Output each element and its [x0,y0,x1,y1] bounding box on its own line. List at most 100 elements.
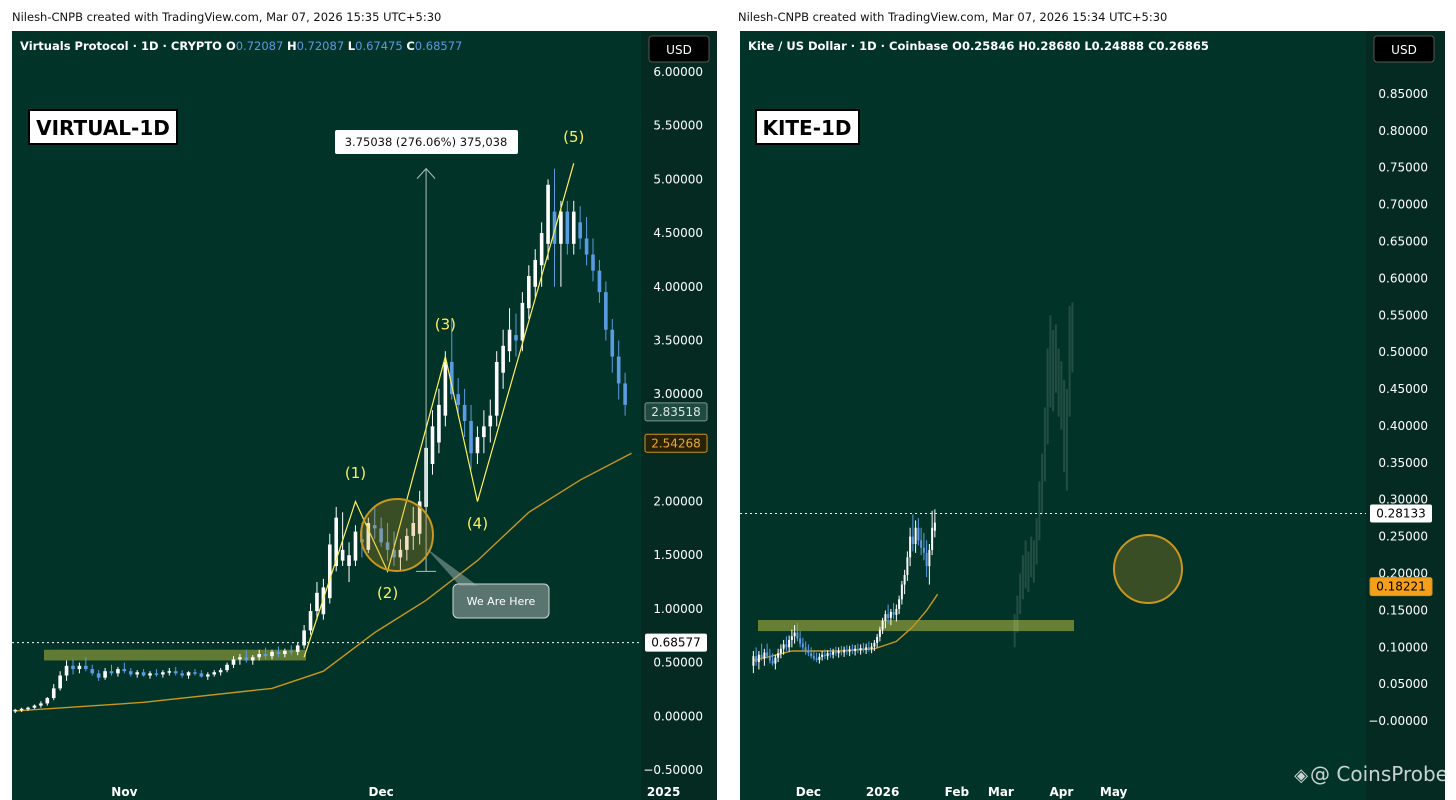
candle-up [231,659,236,665]
y-tick-label: 0.15000 [1378,603,1428,617]
ohlc-key-c: C [406,39,414,53]
candle-down [141,672,146,676]
y-tick-label: 1.00000 [653,602,703,616]
price-tag-label: 0.68577 [651,636,701,650]
candle-up [843,650,846,653]
measure-label: 3.75038 (276.06%) 375,038 [345,135,508,149]
candle-up [19,708,24,711]
candle-up [186,672,191,676]
candle-up [257,654,261,658]
candle-up [895,608,898,615]
candle-up [763,652,766,659]
candle-down [829,653,832,655]
candle-up [898,599,901,609]
support-zone [44,649,306,661]
candle-up [494,361,499,416]
candle-up [321,587,326,615]
y-tick-label: 1.50000 [653,548,703,562]
highlight-circle [360,498,434,572]
y-tick-label: 0.35000 [1378,456,1428,470]
candle-down [173,671,178,674]
candle-up [411,523,416,536]
candle-down [128,671,133,675]
ohlc-value-l: 0.67475 [355,39,406,53]
candle-down [372,525,377,529]
candle-up [854,648,857,652]
y-tick-label: 2.00000 [653,495,703,509]
candle-up [225,664,229,671]
candle-down [604,292,608,330]
candle-up [507,329,512,352]
candle-down [856,648,859,651]
y-tick-label: 0.50000 [653,656,703,670]
candle-down [845,650,848,652]
candle-up [405,535,409,550]
candle-up [443,361,448,416]
currency-label: USD [666,43,692,57]
candle-up [327,544,332,599]
candle-up [64,665,69,676]
plot-area [740,31,1445,800]
candle-up [167,671,172,673]
candle-up [881,620,884,630]
candle-up [366,523,371,550]
candle-up [832,651,835,655]
candle-down [815,658,818,660]
symbol-title-text: Virtuals Protocol · 1D · CRYPTO [20,39,226,53]
left-chart-caption: Nilesh-CNPB created with TradingView.com… [12,10,442,24]
candle-down [90,669,95,674]
candle-up [779,648,782,654]
candle-down [812,656,815,659]
candle-down [810,653,813,657]
ohlc-value-o: 0.72087 [236,39,287,53]
candle-up [933,522,936,531]
y-tick-label: 0.65000 [1378,234,1428,248]
candle-up [148,673,152,676]
candle-down [122,669,127,672]
y-tick-label: 3.00000 [653,387,703,401]
candle-down [892,611,895,615]
elliott-wave-line [303,163,575,658]
candle-up [161,672,165,675]
candle-up [559,211,563,244]
candle-down [244,657,249,661]
price-tag-label: 0.18221 [1376,580,1426,594]
candle-up [533,259,538,287]
ohlc-key-l: L [348,39,356,53]
ticker-label-box [755,109,860,145]
symbol-title-text: Kite / US Dollar · 1D · Coinbase [748,39,952,53]
candle-up [876,636,879,643]
candle-down [180,673,184,676]
y-tick-label: 0.55000 [1378,308,1428,322]
x-tick-label: Apr [1049,785,1073,799]
candle-up [906,557,909,576]
candle-up [45,698,50,704]
candle-down [385,542,390,550]
candle-down [925,552,928,567]
candle-down [193,672,197,674]
candle-up [848,649,851,652]
candle-up [865,647,868,650]
candle-down [597,270,602,293]
candle-up [283,650,287,655]
candle-down [785,644,788,648]
ema-line [15,452,632,712]
ohlc-value-o: 0.25846 [962,39,1018,53]
candle-down [771,660,774,664]
candle-down [610,329,615,357]
candle-up [501,345,505,373]
y-tick-label: 0.30000 [1378,493,1428,507]
candle-up [116,669,120,674]
callout-text: We Are Here [467,595,536,608]
candle-down [887,614,890,618]
x-tick-label: Mar [988,785,1014,799]
ohlc-value-c: 0.26865 [1157,39,1209,53]
candle-down [565,211,570,244]
price-tag-ema [1369,577,1433,597]
ohlc-value-h: 0.28680 [1028,39,1084,53]
candle-down [462,404,467,421]
candle-up [870,646,873,649]
candle-down [109,671,114,674]
ema-line [753,593,939,662]
x-tick-label: Nov [111,785,137,799]
